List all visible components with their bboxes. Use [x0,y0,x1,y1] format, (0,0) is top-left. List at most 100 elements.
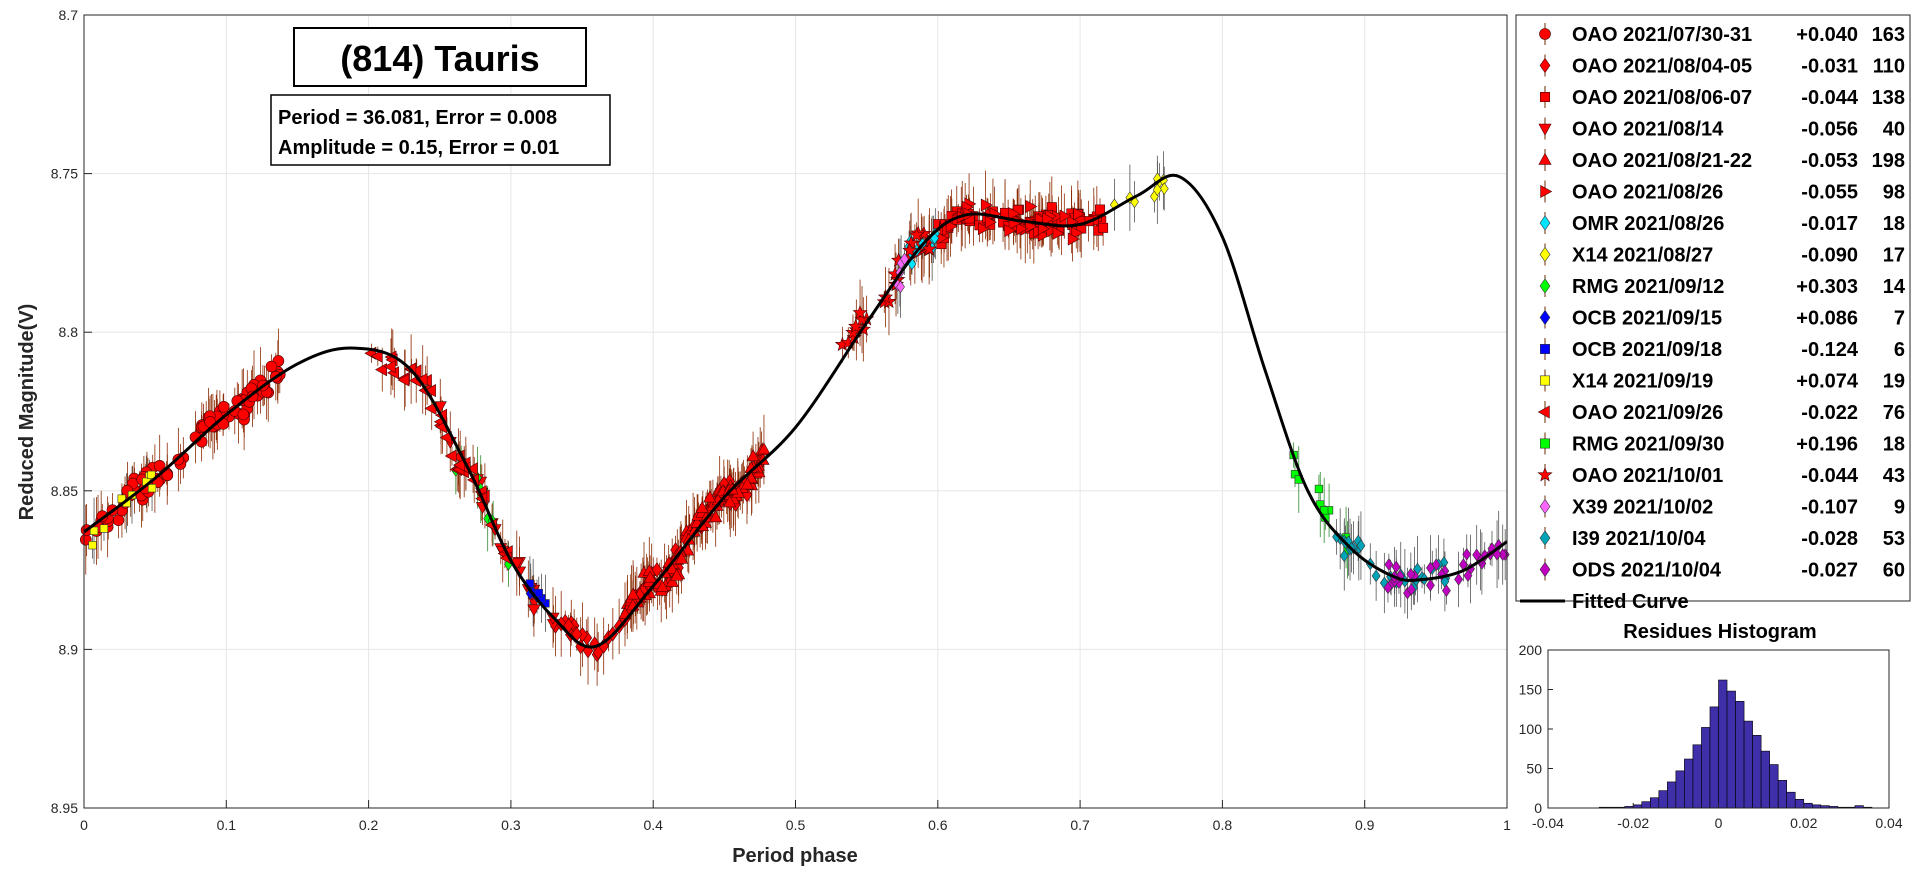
x-tick-label: 0.3 [501,817,521,833]
data-point [643,570,657,583]
data-point [757,442,771,455]
period-info: Period = 36.081, Error = 0.008 [278,107,557,129]
histogram-bar [1786,791,1796,809]
histogram-bar [1752,735,1762,809]
legend-items: OAO 2021/07/30-31 +0.040 163 OAO 2021/08/04… [1520,23,1906,613]
legend-entry: OCB 2021/09/18 -0.124 6 [1540,338,1905,361]
data-point [534,588,543,598]
legend-offset: -0.027 [1801,560,1858,582]
data-point [112,514,125,526]
legend-series-name: OMR 2021/08/26 [1572,213,1724,235]
legend-marker [1539,498,1551,515]
legend-series-name: I39 2021/10/04 [1572,528,1706,550]
data-point [1472,548,1482,562]
legend-series-name: OAO 2021/07/30-31 [1572,24,1752,46]
data-point [665,574,679,587]
histogram-bars [1598,679,1873,809]
data-point [674,551,689,564]
data-point [1454,573,1464,586]
legend-marker [1538,152,1552,165]
data-point [1052,226,1065,240]
data-point [848,318,864,333]
legend-marker [1539,28,1551,40]
legend-marker [1539,246,1551,263]
x-tick-label: 0.8 [1213,817,1233,833]
data-point [1073,207,1086,221]
legend-offset: -0.017 [1801,213,1858,235]
data-point [423,383,436,398]
legend-entry: OAO 2021/08/21-22 -0.053 198 [1538,149,1905,172]
data-point [1442,584,1451,598]
legend-offset: -0.022 [1801,402,1858,424]
legend-box [1515,14,1911,602]
data-point [589,636,601,652]
legend-marker [1538,123,1552,136]
residues-histogram: Residues Histogram -0.04 -0.02 0 0.02 0.04 0… [1519,621,1903,831]
legend-entry: OAO 2021/09/26 -0.022 76 [1537,401,1905,424]
data-point [1042,212,1055,226]
legend-marker [1540,438,1550,449]
x-tick-label: 0.9 [1355,817,1375,833]
legend-entry: OAO 2021/10/01 -0.044 43 [1537,464,1905,487]
legend-series-name: RMG 2021/09/12 [1572,276,1724,298]
data-point [740,477,754,490]
legend-curve-label: Fitted Curve [1572,591,1689,613]
histogram-bar [1675,770,1685,809]
y-tick-label: 8.7 [59,7,79,23]
histogram-bar [1726,690,1736,809]
legend-series-name: OAO 2021/09/26 [1572,402,1723,424]
legend-offset: -0.028 [1801,528,1858,550]
data-point [444,449,457,463]
legend: OAO 2021/07/30-31 +0.040 163 OAO 2021/08/04… [1515,14,1911,613]
legend-entry: X14 2021/09/19 +0.074 19 [1540,369,1905,393]
legend-count: 17 [1883,245,1905,267]
legend-count: 198 [1872,150,1905,172]
data-point [945,219,958,233]
histogram-x-ticks: -0.04 -0.02 0 0.02 0.04 [1532,803,1903,831]
legend-marker [1540,92,1550,102]
histogram-y-tick-label: 200 [1519,642,1543,658]
data-point [465,462,478,476]
x-tick-label: 0 [80,817,88,833]
data-point [651,562,663,578]
data-point [670,568,684,581]
x-tick-label: 1 [1503,817,1511,833]
data-point [88,541,97,550]
data-point [217,400,230,413]
legend-count: 19 [1883,371,1905,393]
legend-count: 40 [1883,119,1905,141]
histogram-y-tick-label: 150 [1519,682,1543,698]
data-point [1426,578,1435,592]
histogram-x-tick-label: -0.04 [1532,815,1564,831]
legend-marker [1539,57,1551,74]
legend-entry: I39 2021/10/04 -0.028 53 [1539,527,1905,550]
x-tick-label: 0.6 [928,817,948,833]
histogram-bar [1684,758,1694,809]
data-point [1038,222,1051,236]
histogram-y-tick-label: 100 [1519,721,1543,737]
legend-count: 18 [1883,434,1905,456]
data-point [237,408,250,421]
x-tick-label: 0.7 [1070,817,1090,833]
x-tick-label: 0.1 [217,817,237,833]
data-point [397,373,410,387]
legend-marker [1537,405,1550,419]
series-points [618,442,771,619]
main-plot: 0 0.1 0.2 0.3 0.4 0.5 0.6 0.7 0.8 0.9 1 8.7 8.75 8.8… [16,7,1511,867]
legend-marker [1540,184,1553,199]
histogram-bar [1777,780,1788,809]
y-tick-label: 8.95 [51,800,78,816]
legend-count: 110 [1873,56,1905,78]
histogram-x-tick-label: 0.04 [1875,815,1902,831]
legend-offset: +0.196 [1796,434,1858,456]
legend-entry: ODS 2021/10/04 -0.027 60 [1539,558,1905,582]
legend-entry: OAO 2021/08/04-05 -0.031 110 [1539,54,1905,78]
legend-count: 76 [1883,402,1905,424]
data-point [161,469,174,482]
legend-offset: -0.056 [1801,119,1858,141]
y-tick-label: 8.85 [51,483,78,499]
histogram-bar [1658,790,1668,809]
legend-entry: RMG 2021/09/12 +0.303 14 [1539,275,1906,298]
legend-offset: +0.040 [1796,24,1858,46]
histogram-y-tick-label: 0 [1534,800,1542,816]
